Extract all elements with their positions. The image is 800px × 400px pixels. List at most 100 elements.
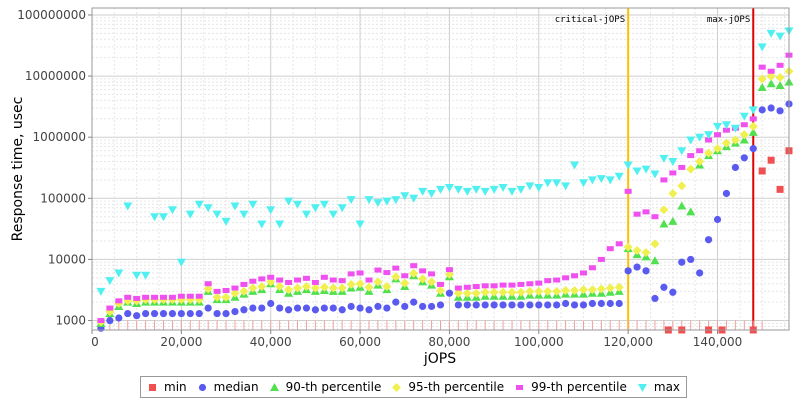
data-point: [713, 215, 722, 224]
data-point: [739, 135, 749, 144]
data-point: [641, 165, 651, 174]
legend-label: max: [653, 380, 681, 394]
legend-item: 90-th percentile: [269, 380, 381, 394]
data-point: [695, 157, 705, 167]
data-point: [721, 138, 731, 148]
data-point: [418, 274, 428, 284]
data-point: [651, 214, 659, 220]
x-tick-label: 80,000: [428, 335, 470, 349]
data-point: [409, 268, 419, 278]
data-point: [668, 216, 678, 225]
data-point: [525, 182, 535, 191]
data-point: [571, 273, 579, 279]
data-point: [436, 301, 445, 309]
data-point: [248, 200, 258, 209]
data-point: [320, 274, 328, 280]
data-point: [419, 268, 427, 274]
data-point: [659, 205, 669, 215]
data-point: [562, 275, 570, 281]
plot-border: [91, 7, 790, 331]
data-point: [687, 153, 695, 159]
data-point: [410, 263, 418, 269]
data-point: [168, 309, 177, 318]
data-point: [301, 210, 311, 219]
data-point: [133, 295, 141, 301]
legend-swatch: [269, 382, 279, 391]
data-point: [775, 72, 785, 82]
data-point: [373, 277, 383, 287]
data-point: [516, 384, 524, 390]
data-point: [481, 283, 489, 289]
data-point: [401, 273, 409, 279]
data-point: [677, 201, 687, 210]
data-point: [328, 283, 338, 293]
data-point: [221, 217, 231, 226]
data-point: [150, 309, 159, 318]
data-point: [650, 239, 660, 249]
data-point: [302, 275, 310, 281]
data-point: [151, 294, 159, 300]
data-point: [775, 81, 785, 90]
data-point: [767, 104, 775, 112]
data-point: [587, 285, 597, 295]
data-point: [311, 306, 319, 314]
legend-swatch: [637, 383, 647, 392]
data-point: [401, 302, 409, 311]
legend: min median 90-th percentile 95-th percentil…: [140, 376, 688, 398]
data-point: [454, 301, 462, 309]
legend-item: 99-th percentile: [514, 380, 627, 394]
data-point: [221, 292, 231, 302]
data-point: [177, 309, 185, 318]
data-point: [249, 304, 257, 312]
data-point: [258, 304, 266, 312]
data-point: [686, 164, 696, 174]
data-point: [766, 71, 776, 81]
data-point: [686, 207, 696, 216]
data-point: [758, 167, 766, 175]
data-point: [552, 179, 562, 188]
data-point: [534, 184, 544, 193]
data-point: [329, 304, 337, 312]
data-point: [480, 287, 490, 297]
data-point: [561, 182, 571, 191]
data-point: [668, 158, 678, 167]
data-point: [776, 185, 784, 193]
data-point: [553, 301, 561, 309]
data-point: [562, 299, 570, 308]
data-point: [721, 121, 731, 130]
data-point: [705, 137, 713, 143]
data-point: [749, 145, 757, 153]
data-point: [606, 246, 614, 252]
data-point: [337, 283, 347, 293]
data-point: [633, 211, 641, 217]
data-point: [713, 144, 723, 154]
data-point: [106, 316, 114, 325]
data-point: [257, 282, 267, 292]
data-point: [444, 184, 454, 193]
data-point: [248, 283, 258, 293]
legend-swatch: [149, 383, 156, 391]
data-point: [678, 164, 686, 170]
data-point: [177, 293, 185, 299]
data-point: [213, 309, 221, 318]
data-point: [552, 286, 562, 296]
data-point: [257, 220, 267, 229]
data-point: [392, 298, 400, 306]
data-point: [383, 304, 391, 312]
data-point: [659, 154, 669, 163]
series-max: [96, 27, 794, 296]
data-point: [453, 288, 463, 298]
y-axis-title: Response time, usec: [10, 97, 26, 242]
data-point: [329, 277, 337, 283]
data-point: [481, 301, 489, 309]
series-median: [97, 100, 793, 332]
x-tick-label: 40,000: [250, 335, 292, 349]
data-point: [123, 202, 133, 211]
data-point: [195, 293, 203, 299]
data-point: [748, 121, 758, 131]
data-point: [757, 43, 767, 52]
data-point: [204, 281, 212, 287]
legend-swatch: [392, 382, 402, 392]
data-point: [240, 306, 248, 314]
data-point: [133, 312, 141, 320]
